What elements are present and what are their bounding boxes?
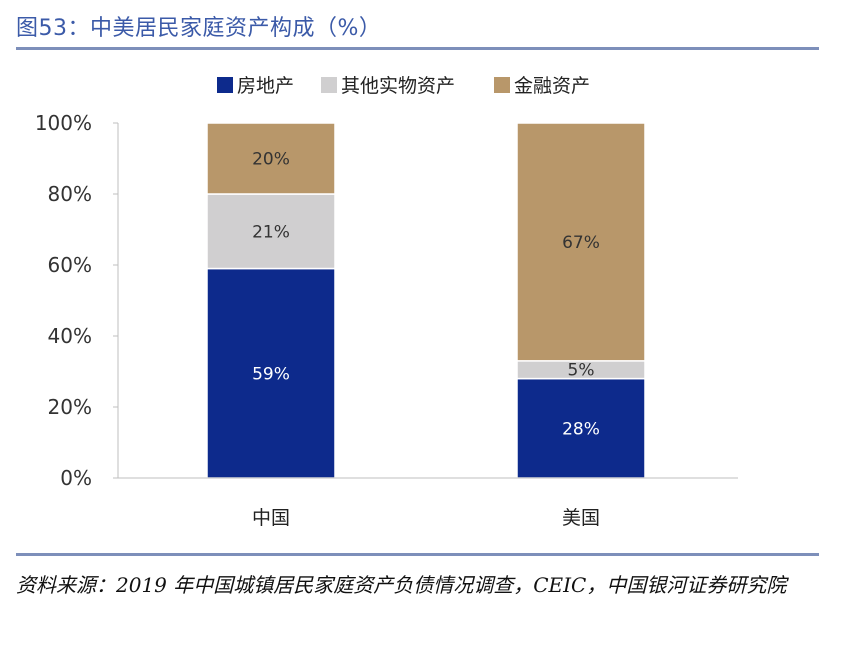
data-label: 67% (562, 233, 600, 253)
data-label: 59% (252, 364, 290, 384)
bar-segment (206, 122, 336, 195)
y-tick-label: 60% (48, 253, 92, 277)
source-divider (16, 553, 819, 556)
title-divider (16, 47, 819, 50)
data-label: 21% (252, 222, 290, 242)
bar-segment (206, 193, 336, 270)
legend-label: 金融资产 (514, 75, 590, 97)
legend: 房地产 其他实物资产 金融资产 (217, 75, 590, 97)
y-tick-label: 100% (35, 111, 92, 135)
bar-segment (516, 377, 646, 479)
data-label: 5% (568, 361, 595, 381)
data-label: 28% (562, 419, 600, 439)
y-tick-label: 40% (48, 324, 92, 348)
y-tick-label: 20% (48, 395, 92, 419)
legend-swatch (217, 77, 233, 93)
bar-segment (516, 122, 646, 362)
y-tick-label: 80% (48, 182, 92, 206)
bars: 59% 21% 20% 28% 5% 67% (206, 122, 646, 479)
legend-label: 其他实物资产 (341, 75, 455, 97)
legend-label: 房地产 (237, 75, 294, 97)
stacked-bar-chart: 房地产 其他实物资产 金融资产 0% 20% 40% 60% 80% 100% 59% 21% 2… (35, 75, 738, 529)
x-axis: 中国 美国 (118, 477, 738, 529)
x-category-label: 中国 (252, 507, 290, 529)
bar-segment (206, 267, 336, 479)
source-note: 资料来源：2019 年中国城镇居民家庭资产负债情况调查，CEIC，中国银河证券研… (16, 573, 787, 597)
chart-title: 图53：中美居民家庭资产构成（%） (16, 16, 382, 41)
y-tick-label: 0% (60, 466, 92, 490)
legend-swatch (321, 77, 337, 93)
data-label: 20% (252, 150, 290, 170)
y-axis: 0% 20% 40% 60% 80% 100% (35, 111, 119, 490)
legend-swatch (494, 77, 510, 93)
x-category-label: 美国 (562, 507, 600, 529)
